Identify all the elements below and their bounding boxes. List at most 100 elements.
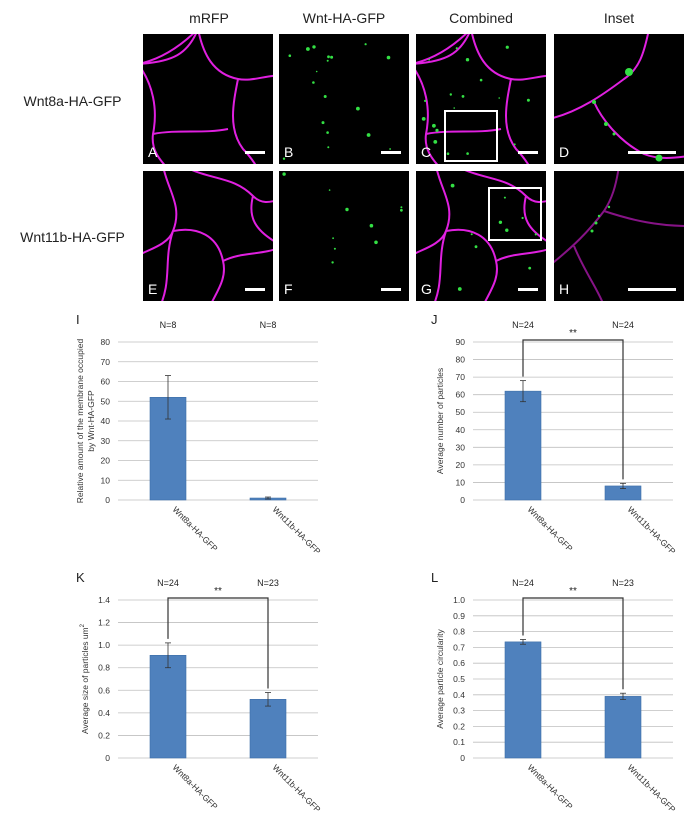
gfp-particle — [449, 93, 452, 96]
micrograph-panel-d: D — [554, 34, 684, 164]
significance-bracket — [522, 339, 624, 480]
y-tick-label: 80 — [101, 337, 111, 347]
gfp-particle — [333, 247, 336, 250]
x-category-label: Wnt11b-HA-GFP — [626, 504, 678, 556]
panel-label: H — [559, 281, 570, 297]
gfp-particle — [327, 55, 330, 59]
gfp-particle — [432, 123, 436, 128]
gfp-particle — [625, 68, 633, 76]
y-tick-label: 0.4 — [98, 708, 110, 718]
gfp-particle — [604, 122, 608, 126]
y-tick-label: 0.6 — [98, 685, 110, 695]
scale-bar — [381, 151, 401, 154]
gfp-particle — [597, 214, 601, 218]
gfp-particle — [528, 266, 532, 270]
significance-label: ** — [569, 328, 577, 339]
gfp-particle — [330, 55, 334, 59]
y-tick-label: 30 — [101, 436, 111, 446]
scale-bar — [628, 288, 676, 291]
gfp-particle — [288, 54, 292, 57]
gfp-particle — [374, 240, 378, 245]
scale-bar — [245, 288, 265, 291]
gfp-particle — [607, 205, 611, 209]
gfp-particle — [428, 58, 430, 61]
column-header-combined: Combined — [449, 10, 513, 26]
sample-size-label: N=24 — [512, 578, 534, 588]
sample-size-label: N=24 — [612, 320, 634, 330]
gfp-particle — [389, 148, 391, 150]
y-tick-label: 0 — [105, 495, 110, 505]
gfp-particle — [364, 43, 367, 46]
y-axis-label: Average particle circularity — [435, 628, 445, 728]
y-tick-label: 60 — [101, 377, 111, 387]
y-tick-label: 70 — [101, 357, 111, 367]
gfp-particle — [455, 47, 458, 50]
chart-panel-label: K — [76, 570, 85, 585]
sample-size-label: N=23 — [612, 578, 634, 588]
panel-label: G — [421, 281, 432, 297]
gfp-particle — [450, 183, 455, 188]
x-category-label: Wnt8a-HA-GFP — [526, 504, 575, 553]
row-label-wnt11b: Wnt11b-HA-GFP — [20, 229, 125, 245]
y-tick-label: 30 — [456, 442, 466, 452]
y-tick-label: 10 — [101, 475, 111, 485]
cell-membrane-line — [416, 171, 546, 301]
gfp-particle — [466, 152, 469, 155]
y-tick-label: 0.5 — [453, 674, 465, 684]
gfp-particle — [424, 99, 427, 102]
gfp-particle — [465, 58, 470, 62]
gfp-particle — [479, 78, 483, 82]
gfp-particles — [282, 43, 391, 160]
gfp-particle — [594, 221, 598, 225]
scale-bar — [628, 151, 676, 154]
panel-label: A — [148, 144, 158, 160]
x-category-label: Wnt11b-HA-GFP — [271, 762, 323, 814]
micrograph-panel-a: A — [143, 34, 273, 164]
scale-bar — [518, 288, 538, 291]
gfp-particle — [470, 233, 473, 236]
y-tick-label: 0.6 — [453, 658, 465, 668]
gfp-particle — [312, 81, 315, 84]
significance-label: ** — [214, 586, 222, 597]
micrograph-panel-c: C — [416, 34, 546, 164]
bar-chart-i: I 0 10 20 30 40 50 60 70 80 Relative amount of the… — [75, 312, 323, 557]
micrograph-panel-e: E — [143, 171, 273, 301]
y-tick-label: 0.8 — [98, 663, 110, 673]
gfp-particle — [366, 133, 371, 137]
sample-size-label: N=23 — [257, 578, 279, 588]
sample-size-label: N=8 — [260, 320, 277, 330]
y-tick-label: 0 — [460, 495, 465, 505]
column-header-mrfp: mRFP — [189, 10, 229, 26]
gfp-particle — [592, 100, 596, 104]
gfp-particle — [461, 95, 465, 98]
y-tick-label: 0.2 — [453, 721, 465, 731]
gfp-particle — [400, 206, 403, 209]
gfp-particle — [505, 45, 509, 49]
gfp-particle — [612, 132, 616, 136]
cell-membrane-line — [554, 34, 684, 159]
y-tick-label: 0 — [105, 753, 110, 763]
gfp-particles — [282, 172, 403, 264]
x-category-label: Wnt8a-HA-GFP — [526, 762, 575, 811]
cell-membrane-line — [143, 171, 273, 301]
scale-bar — [518, 151, 538, 154]
y-tick-label: 0.8 — [453, 627, 465, 637]
y-tick-label: 0.7 — [453, 642, 465, 652]
combined-overlay — [416, 34, 546, 164]
x-category-label: Wnt11b-HA-GFP — [271, 504, 323, 556]
gfp-particle — [457, 287, 462, 291]
y-axis-label: Average number of particles — [435, 368, 445, 474]
gfp-particle — [513, 143, 516, 146]
bar — [249, 699, 287, 759]
y-tick-label: 70 — [456, 372, 466, 382]
y-tick-label: 50 — [101, 396, 111, 406]
y-tick-label: 0.3 — [453, 706, 465, 716]
y-tick-label: 40 — [101, 416, 111, 426]
gfp-particle — [327, 146, 330, 149]
gfp-particle — [321, 121, 325, 125]
gfp-particle — [435, 128, 439, 132]
scale-bar — [245, 151, 265, 154]
gfp-particle — [326, 59, 329, 62]
scale-bar — [381, 288, 401, 291]
gfp-particle — [328, 189, 331, 191]
